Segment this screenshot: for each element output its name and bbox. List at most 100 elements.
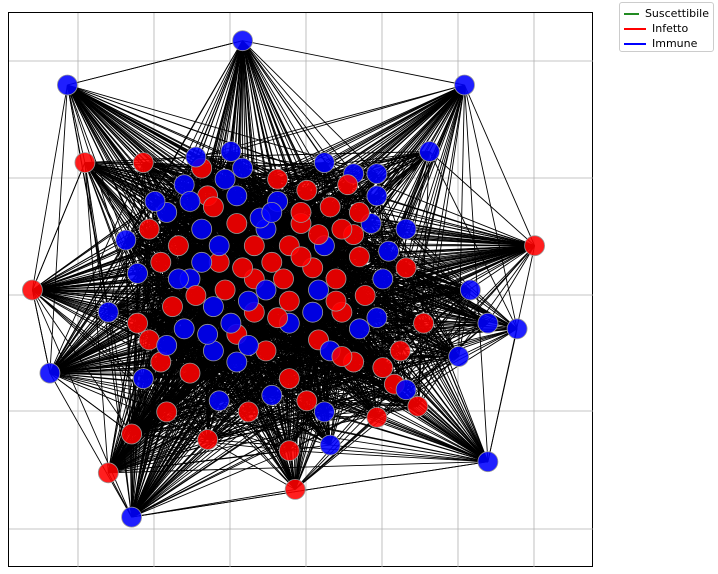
edge (312, 250, 389, 313)
node-infetto (267, 307, 289, 329)
node-infetto (162, 296, 183, 318)
edge (388, 250, 471, 291)
node-immune (313, 152, 335, 174)
node-immune (237, 290, 259, 312)
edge (49, 201, 156, 374)
node-immune (226, 351, 248, 373)
node-infetto (261, 251, 283, 273)
edge (370, 151, 430, 224)
node-immune (208, 235, 230, 257)
node-infetto (372, 357, 394, 379)
legend-item-suscettibile: Suscettibile (624, 6, 709, 21)
node-infetto (319, 196, 341, 218)
node-infetto (121, 423, 143, 445)
edge (201, 167, 244, 268)
node-infetto (278, 290, 300, 312)
edge (131, 411, 249, 435)
node-infetto (331, 346, 353, 367)
node-infetto (278, 368, 300, 390)
node-infetto (237, 401, 259, 423)
edge (66, 84, 86, 163)
edge (172, 306, 407, 391)
node-immune (237, 334, 259, 356)
node-immune (232, 157, 254, 179)
edge (388, 151, 430, 252)
node-infetto (74, 152, 96, 174)
node-immune (226, 185, 248, 207)
node-immune (506, 318, 528, 340)
node-infetto (354, 285, 376, 306)
node-immune (319, 434, 341, 456)
legend-label-infetto: Infetto (652, 22, 689, 35)
node-immune (372, 268, 394, 290)
edge (131, 389, 407, 435)
node-infetto (290, 201, 312, 223)
edge (224, 178, 343, 357)
node-immune (348, 318, 370, 340)
node-immune (144, 190, 166, 212)
edge (464, 84, 536, 246)
edge (405, 267, 489, 324)
edge (31, 289, 51, 374)
node-immune (302, 301, 324, 323)
edge (189, 201, 226, 291)
node-immune (208, 390, 230, 412)
edge (149, 339, 407, 391)
node-infetto (278, 440, 300, 462)
node-infetto (167, 235, 189, 257)
edge (107, 323, 138, 473)
node-immune (454, 74, 475, 96)
node-immune (395, 218, 417, 240)
edge (49, 84, 68, 374)
node-infetto (22, 279, 43, 301)
node-infetto (226, 213, 248, 234)
edge (487, 245, 536, 462)
edge (131, 383, 395, 518)
node-infetto (389, 340, 411, 362)
edge (347, 84, 465, 186)
edge (131, 450, 290, 518)
node-infetto (325, 268, 347, 290)
node-infetto (185, 285, 207, 306)
edge (300, 212, 366, 296)
node-infetto (325, 290, 347, 312)
edge (189, 372, 296, 490)
node-infetto (366, 406, 388, 428)
node-infetto (150, 251, 172, 273)
node-infetto (395, 257, 417, 279)
node-immune (378, 240, 400, 262)
node-immune (366, 185, 388, 207)
edge (172, 228, 203, 307)
node-immune (179, 190, 201, 212)
node-immune (232, 30, 254, 52)
edge (84, 162, 150, 230)
edge (341, 278, 384, 357)
edge (137, 272, 407, 391)
node-immune (448, 346, 470, 367)
edge (487, 245, 535, 324)
node-immune (459, 279, 481, 301)
node-infetto (348, 201, 370, 223)
edge (166, 184, 348, 346)
node-infetto (337, 174, 359, 196)
edge (195, 156, 343, 230)
edge (212, 206, 244, 268)
node-infetto (197, 429, 219, 451)
edge (207, 356, 459, 441)
node-immune (191, 218, 213, 240)
edge (242, 40, 354, 174)
edge (131, 350, 214, 518)
edge (195, 84, 465, 158)
node-immune (132, 368, 154, 390)
edge (399, 229, 407, 351)
edge (405, 228, 518, 330)
node-infetto (296, 390, 318, 412)
edge (125, 239, 208, 335)
node-infetto (524, 235, 545, 257)
node-immune (57, 74, 78, 96)
nodes (22, 30, 545, 528)
node-immune (419, 141, 440, 162)
node-immune (167, 268, 189, 290)
node-immune (197, 323, 219, 345)
edge (32, 201, 156, 291)
